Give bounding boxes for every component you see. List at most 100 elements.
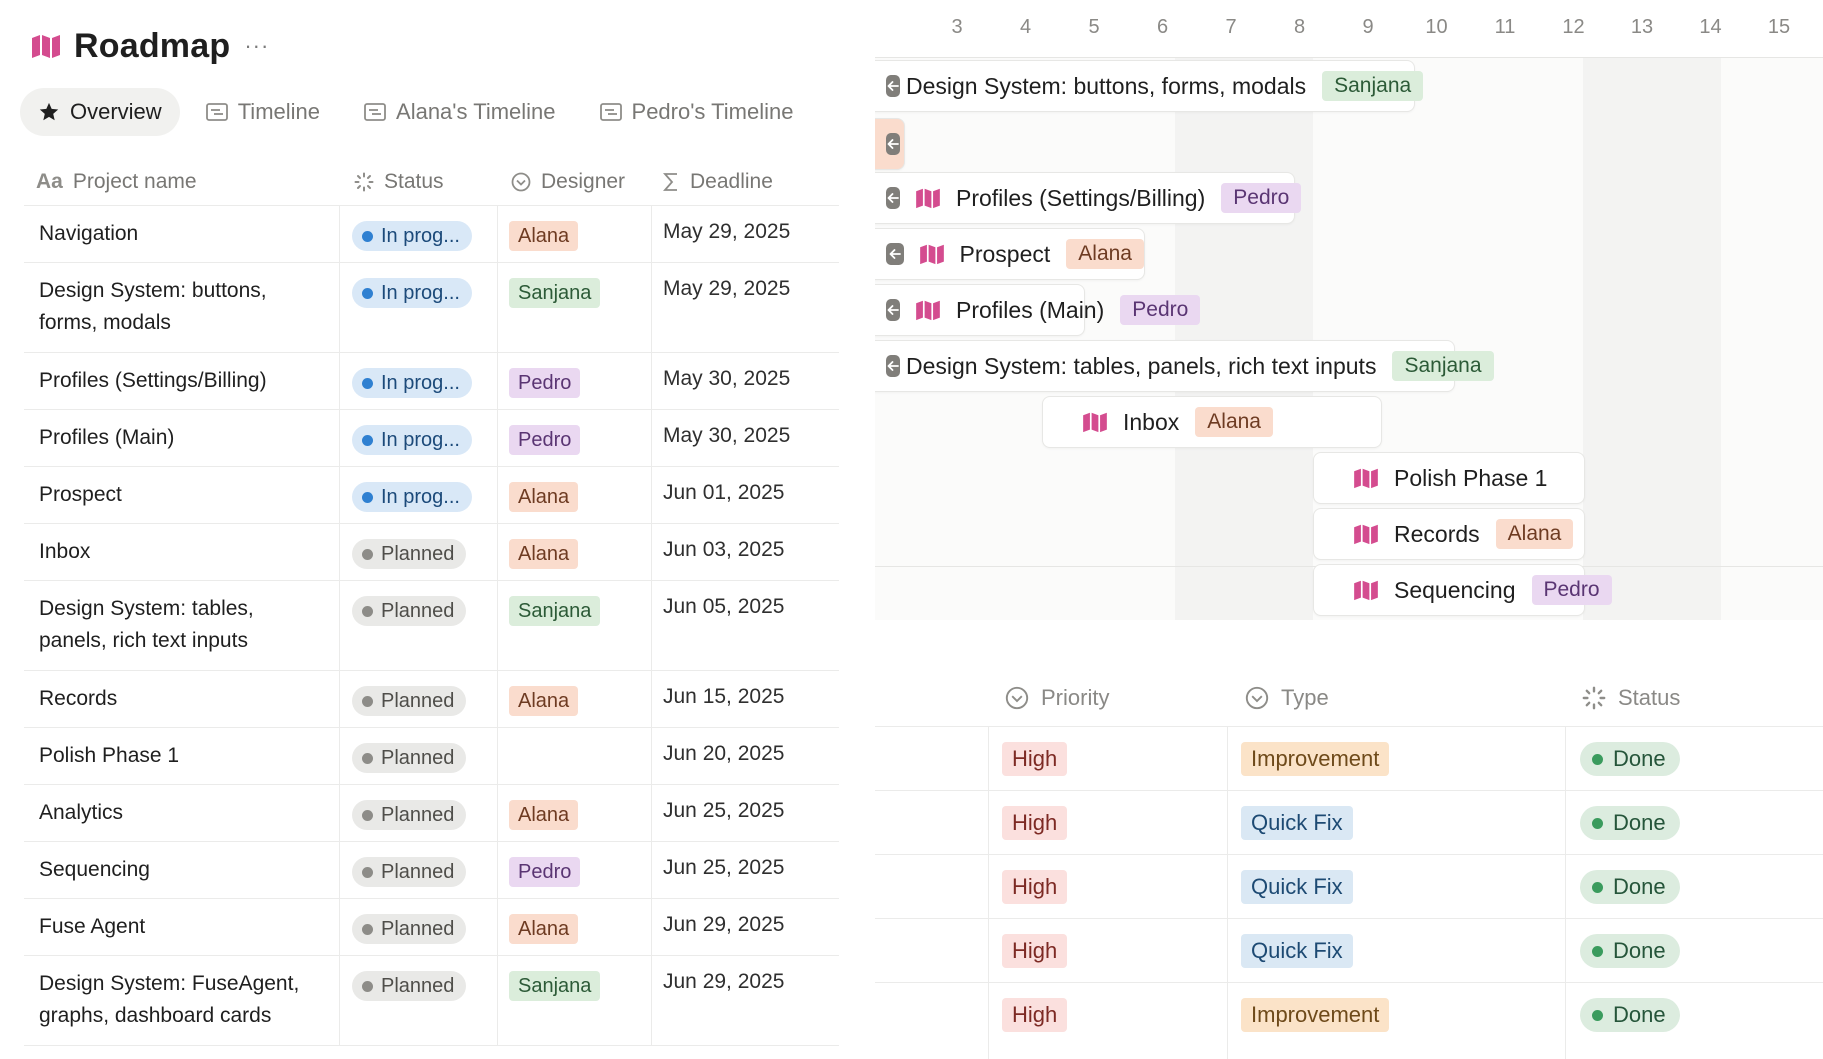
timeline-bar[interactable]: Inbox Alana — [1042, 396, 1382, 448]
table-row[interactable]: High Quick Fix Done — [875, 918, 1823, 982]
table-row[interactable]: High Quick Fix Done — [875, 854, 1823, 918]
deadline-cell[interactable]: May 29, 2025 — [663, 277, 791, 300]
designer-cell[interactable]: Alana — [498, 467, 652, 523]
table-row[interactable]: High Quick Fix Done — [875, 790, 1823, 854]
tab-timeline[interactable]: Timeline — [188, 88, 338, 136]
project-name-cell[interactable]: Records — [24, 671, 340, 727]
arrow-left-icon[interactable] — [886, 243, 904, 265]
deadline-cell[interactable]: Jun 25, 2025 — [663, 856, 785, 879]
priority-tag[interactable]: High — [1002, 742, 1068, 776]
table-row[interactable]: Records Planned Alana Jun 15, 2025 — [24, 671, 839, 728]
deadline-cell[interactable]: May 29, 2025 — [663, 220, 791, 243]
table-row[interactable]: High Improvement Done — [875, 726, 1823, 790]
status-cell[interactable]: Planned — [340, 524, 498, 580]
project-name-cell[interactable]: Navigation — [24, 206, 340, 262]
arrow-left-icon[interactable] — [886, 299, 900, 321]
designer-cell[interactable]: Alana — [498, 206, 652, 262]
status-cell[interactable]: Planned — [340, 842, 498, 898]
timeline-bar[interactable]: Profiles (Settings/Billing) Pedro — [875, 172, 1302, 224]
designer-cell[interactable]: Alana — [498, 671, 652, 727]
status-cell[interactable]: Planned — [340, 728, 498, 784]
status-badge[interactable]: Done — [1580, 998, 1680, 1032]
type-tag[interactable]: Quick Fix — [1241, 870, 1353, 904]
arrow-left-icon[interactable] — [886, 75, 900, 97]
status-badge[interactable]: Done — [1580, 934, 1680, 968]
project-name-cell[interactable]: Design System: tables, panels, rich text… — [24, 581, 340, 670]
type-tag[interactable]: Quick Fix — [1241, 806, 1353, 840]
status-cell[interactable]: Planned — [340, 956, 498, 1045]
project-name-cell[interactable]: Profiles (Settings/Billing) — [24, 353, 340, 409]
deadline-cell[interactable]: May 30, 2025 — [663, 367, 791, 390]
deadline-cell[interactable]: Jun 29, 2025 — [663, 970, 785, 993]
priority-tag[interactable]: High — [1002, 806, 1068, 840]
project-name-cell[interactable]: Sequencing — [24, 842, 340, 898]
table-row[interactable]: Profiles (Settings/Billing) In prog... Ped… — [24, 353, 839, 410]
deadline-cell[interactable]: Jun 01, 2025 — [663, 481, 785, 504]
table-row[interactable]: Prospect In prog... Alana Jun 01, 2025 — [24, 467, 839, 524]
column-header-project-name[interactable]: Aa Project name — [24, 158, 340, 205]
project-name-cell[interactable]: Polish Phase 1 — [24, 728, 340, 784]
status-cell[interactable]: Planned — [340, 671, 498, 727]
status-badge[interactable]: Done — [1580, 742, 1680, 776]
table-row[interactable]: Fuse Agent Planned Alana Jun 29, 2025 — [24, 899, 839, 956]
timeline-bar[interactable]: Design System: tables, panels, rich text… — [875, 340, 1494, 392]
deadline-cell[interactable]: Jun 29, 2025 — [663, 913, 785, 936]
designer-cell[interactable]: Alana — [498, 785, 652, 841]
status-cell[interactable]: In prog... — [340, 263, 498, 352]
more-options-icon[interactable]: ··· — [244, 33, 270, 58]
project-name-cell[interactable]: Prospect — [24, 467, 340, 523]
arrow-left-icon[interactable] — [886, 187, 900, 209]
tab-overview[interactable]: Overview — [20, 88, 180, 136]
project-name-cell[interactable]: Fuse Agent — [24, 899, 340, 955]
designer-cell[interactable]: Sanjana — [498, 581, 652, 670]
table-row[interactable]: Analytics Planned Alana Jun 25, 2025 — [24, 785, 839, 842]
table-row[interactable]: High Improvement Done — [875, 982, 1823, 1046]
priority-tag[interactable]: High — [1002, 998, 1068, 1032]
deadline-cell[interactable]: Jun 03, 2025 — [663, 538, 785, 561]
status-cell[interactable]: In prog... — [340, 206, 498, 262]
timeline-bar[interactable]: Records Alana — [1313, 508, 1585, 560]
arrow-left-icon[interactable] — [886, 355, 900, 377]
deadline-cell[interactable]: Jun 05, 2025 — [663, 595, 785, 618]
deadline-cell[interactable]: Jun 25, 2025 — [663, 799, 785, 822]
status-cell[interactable]: Planned — [340, 899, 498, 955]
status-badge[interactable]: Done — [1580, 870, 1680, 904]
column-header-type[interactable]: Type — [1245, 670, 1329, 726]
priority-tag[interactable]: High — [1002, 934, 1068, 968]
timeline-bar[interactable]: Sequencing Pedro — [1313, 564, 1612, 616]
priority-tag[interactable]: High — [1002, 870, 1068, 904]
timeline-bar[interactable]: Polish Phase 1 — [1313, 452, 1585, 504]
project-name-cell[interactable]: Design System: FuseAgent, graphs, dashbo… — [24, 956, 340, 1045]
timeline-bar[interactable]: Prospect Alana — [875, 228, 1145, 280]
deadline-cell[interactable]: Jun 15, 2025 — [663, 685, 785, 708]
table-row[interactable]: Sequencing Planned Pedro Jun 25, 2025 — [24, 842, 839, 899]
type-tag[interactable]: Improvement — [1241, 742, 1390, 776]
table-row[interactable]: Inbox Planned Alana Jun 03, 2025 — [24, 524, 839, 581]
table-row[interactable]: Navigation In prog... Alana May 29, 2025 — [24, 206, 839, 263]
column-header-status[interactable]: Status — [340, 158, 498, 205]
designer-cell[interactable]: Sanjana — [498, 263, 652, 352]
timeline-bar[interactable] — [875, 118, 905, 170]
status-cell[interactable]: Planned — [340, 581, 498, 670]
designer-cell[interactable]: Alana — [498, 899, 652, 955]
column-header-task-status[interactable]: Status — [1582, 670, 1680, 726]
status-badge[interactable]: Done — [1580, 806, 1680, 840]
status-cell[interactable]: In prog... — [340, 410, 498, 466]
column-header-priority[interactable]: Priority — [1005, 670, 1109, 726]
timeline-bar[interactable]: Design System: buttons, forms, modals San… — [875, 60, 1424, 112]
project-name-cell[interactable]: Inbox — [24, 524, 340, 580]
type-tag[interactable]: Improvement — [1241, 998, 1390, 1032]
type-tag[interactable]: Quick Fix — [1241, 934, 1353, 968]
designer-cell[interactable]: Pedro — [498, 353, 652, 409]
project-name-cell[interactable]: Analytics — [24, 785, 340, 841]
table-row[interactable]: Design System: FuseAgent, graphs, dashbo… — [24, 956, 839, 1046]
project-name-cell[interactable]: Profiles (Main) — [24, 410, 340, 466]
tab-alanas-timeline[interactable]: Alana's Timeline — [346, 88, 574, 136]
timeline-bar[interactable]: Profiles (Main) Pedro — [875, 284, 1201, 336]
designer-cell[interactable]: Alana — [498, 524, 652, 580]
column-header-designer[interactable]: Designer — [498, 158, 652, 205]
table-row[interactable]: Profiles (Main) In prog... Pedro May 30, 20… — [24, 410, 839, 467]
status-cell[interactable]: Planned — [340, 785, 498, 841]
status-cell[interactable]: In prog... — [340, 353, 498, 409]
status-cell[interactable]: In prog... — [340, 467, 498, 523]
